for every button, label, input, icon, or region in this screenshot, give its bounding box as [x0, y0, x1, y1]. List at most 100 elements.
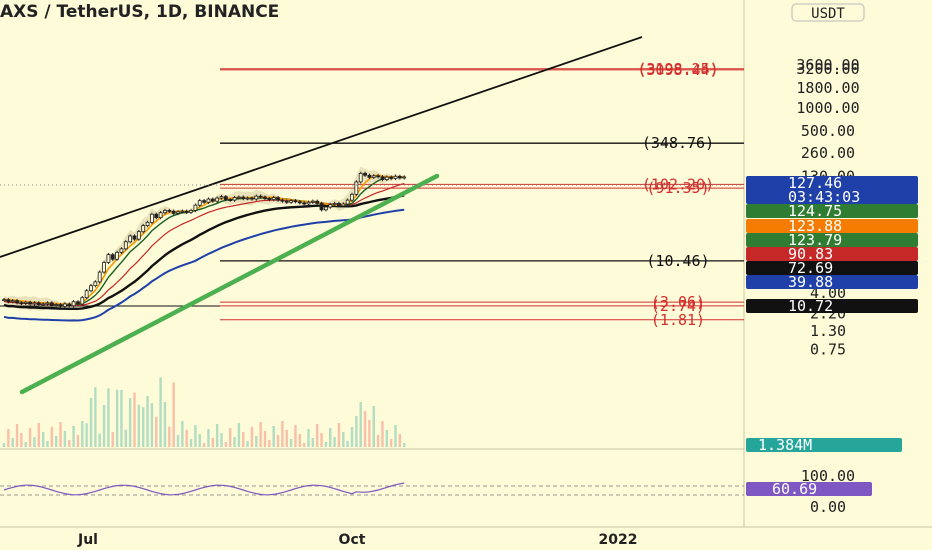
candle: [254, 195, 259, 200]
volume-bar: [137, 404, 141, 447]
candle: [132, 235, 137, 240]
candle: [302, 202, 307, 205]
volume-bar: [381, 421, 384, 447]
candle: [341, 203, 346, 207]
candle: [49, 302, 54, 306]
volume-bar: [346, 441, 349, 447]
candle: [123, 241, 128, 250]
candle: [36, 302, 41, 305]
volume-bar: [163, 402, 167, 447]
unit-label: USDT: [811, 6, 845, 22]
volume-bar: [50, 427, 54, 447]
candle: [15, 300, 19, 304]
candle: [306, 201, 311, 205]
volume-bar: [276, 435, 280, 447]
price-tag-box: [746, 176, 918, 204]
volume-bar: [168, 426, 171, 447]
candle: [41, 303, 46, 306]
y-axis-tick-label: 1800.00: [796, 79, 859, 97]
candle: [154, 213, 159, 219]
volume-bar: [220, 433, 223, 447]
price-tag: 90.83: [746, 245, 918, 263]
rsi-tick-label: 0.00: [810, 498, 846, 516]
price-tag: 10.72: [746, 297, 918, 315]
candle: [363, 172, 367, 176]
volume-bar: [302, 443, 306, 447]
candle: [284, 200, 289, 203]
candle: [323, 206, 328, 211]
candle: [297, 201, 302, 204]
candle: [115, 251, 119, 260]
candle: [163, 210, 167, 214]
candle: [393, 175, 398, 179]
volume-bar: [11, 438, 14, 447]
candle: [289, 200, 294, 203]
candle: [189, 210, 193, 213]
candle: [380, 176, 385, 180]
candle: [223, 196, 228, 200]
candle: [371, 175, 376, 178]
candle: [263, 196, 267, 199]
candle: [45, 302, 50, 305]
volume-tag-box: [746, 438, 902, 452]
candle: [102, 262, 106, 273]
candle: [141, 225, 146, 233]
volume-bar: [398, 434, 402, 447]
volume-bar: [81, 421, 84, 447]
candle: [219, 196, 224, 199]
volume-tag-value: 1.384M: [758, 436, 812, 454]
price-tag-box: [746, 233, 918, 247]
rsi-tag-value: 60.69: [772, 480, 817, 498]
volume-bar: [37, 423, 40, 447]
candle: [337, 203, 341, 207]
volume-bar: [320, 433, 323, 447]
price-tag-countdown: 03:43:03: [788, 188, 860, 206]
candle: [84, 290, 89, 299]
volume-bar: [55, 436, 58, 447]
candle: [176, 211, 180, 214]
candle: [319, 203, 324, 211]
candle: [202, 200, 207, 203]
candle: [328, 204, 333, 208]
volume-bar: [115, 389, 119, 447]
candle: [245, 197, 250, 200]
volume-bar: [311, 438, 315, 447]
candle: [67, 303, 72, 307]
trendline-support: [19, 173, 440, 395]
price-tag-box: [746, 275, 918, 289]
rsi-tag-box: [746, 482, 872, 496]
candle: [241, 196, 246, 199]
volume-bar: [337, 423, 341, 447]
volume-bar: [15, 424, 19, 447]
price-tag: 123.79: [746, 231, 918, 249]
volume-bar: [128, 398, 132, 447]
volume-bar: [59, 422, 62, 447]
y-axis-tick-label: 1.30: [810, 322, 846, 340]
price-tag-box: [746, 219, 918, 233]
volume-bar: [389, 439, 393, 447]
volume-bar: [46, 441, 49, 447]
volume-bar: [185, 430, 188, 447]
volume-bar: [181, 421, 184, 447]
volume-bar: [342, 432, 345, 447]
volume-bar: [272, 426, 275, 447]
candle: [54, 304, 59, 306]
moving-average-black: [3, 194, 405, 311]
price-tag-value: 127.46: [788, 174, 842, 192]
candle: [76, 301, 80, 305]
candle: [332, 203, 337, 205]
price-tag: 123.88: [746, 217, 918, 235]
unit-badge: [791, 3, 865, 22]
volume-bar: [150, 403, 154, 447]
volume-bar: [133, 392, 136, 447]
candle: [19, 302, 24, 305]
candle: [145, 221, 150, 226]
y-axis-tick-label: 1000.00: [796, 99, 859, 117]
x-axis-tick-label: Oct: [339, 532, 366, 548]
price-tag-value: 123.88: [788, 217, 842, 235]
candle: [389, 176, 394, 179]
volume-bar: [255, 436, 258, 447]
candle: [276, 197, 280, 201]
volume-bar: [202, 443, 206, 447]
